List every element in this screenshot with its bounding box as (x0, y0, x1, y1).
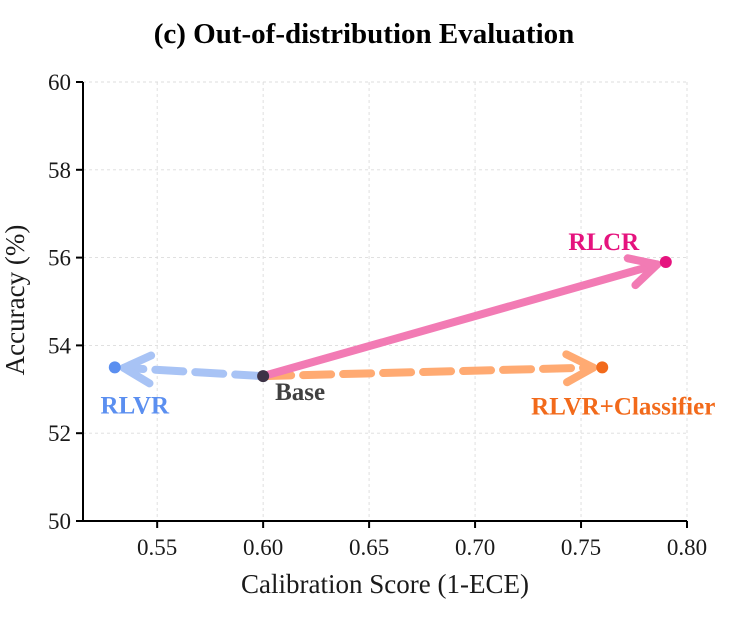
arrow-shaft (119, 363, 268, 381)
point-labels-layer: Base RLVR RLVR+Classifier RLCR (101, 229, 716, 420)
x-tick-label: 0.65 (349, 535, 389, 560)
points-layer (108, 255, 672, 383)
point-rlvr-classifier (596, 361, 609, 374)
arrow-shaft (259, 260, 662, 381)
point-base (257, 370, 270, 383)
y-tick-label: 50 (48, 509, 71, 534)
grid (83, 81, 688, 522)
x-tick-label: 0.70 (455, 535, 495, 560)
point-label-base: Base (275, 379, 325, 406)
point-rlvr (108, 361, 121, 374)
arrow-head (119, 351, 156, 388)
arrow-head (562, 350, 598, 387)
axes (82, 82, 687, 522)
x-tick-label: 0.55 (137, 535, 177, 560)
chart-title: (c) Out-of-distribution Evaluation (154, 18, 575, 50)
arrow-shaft (259, 363, 598, 381)
y-tick-label: 52 (48, 421, 71, 446)
arrow-base-to-rlvr (119, 351, 268, 388)
arrow-head (623, 254, 662, 290)
y-tick-label: 54 (48, 333, 72, 358)
y-axis-label: Accuracy (%) (0, 225, 30, 376)
point-rlcr (659, 255, 672, 268)
point-label-rlvr: RLVR (101, 392, 170, 419)
x-axis-label: Calibration Score (1-ECE) (241, 569, 529, 599)
y-tick-label: 56 (48, 246, 71, 271)
arrow-base-to-rlcr (259, 254, 662, 381)
point-label-rlcr: RLCR (568, 229, 640, 256)
arrows-layer (119, 254, 662, 388)
ticks: 0.55 0.60 0.65 0.70 0.75 0.80 50 52 54 56 58 60 (48, 70, 707, 560)
x-tick-label: 0.80 (667, 535, 707, 560)
y-tick-label: 60 (48, 70, 71, 95)
y-tick-label: 58 (48, 158, 71, 183)
x-tick-label: 0.75 (561, 535, 601, 560)
arrow-base-to-rlvr-classifier (259, 350, 598, 387)
x-tick-label: 0.60 (243, 535, 283, 560)
point-label-rlvr-classifier: RLVR+Classifier (531, 393, 715, 420)
